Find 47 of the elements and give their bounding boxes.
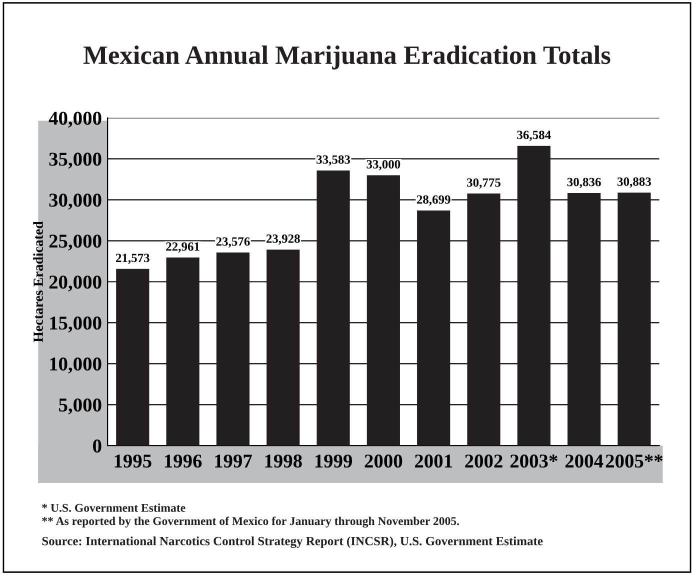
bar bbox=[568, 192, 601, 446]
data-label: 30,883 bbox=[618, 177, 651, 188]
source-note: Source: International Narcotics Control Strategy Report (INCSR), U.S. Government Estimate bbox=[42, 536, 543, 548]
text: * U.S. Government Estimate bbox=[42, 504, 186, 512]
y-tick-label: 25,000 bbox=[49, 234, 102, 251]
bar bbox=[517, 146, 550, 446]
x-tick-label: 1998 bbox=[265, 454, 302, 468]
x-tick-label: 2003* bbox=[510, 454, 558, 468]
y-tick-label: 20,000 bbox=[49, 276, 102, 292]
data-label: 33,583 bbox=[316, 155, 350, 166]
y-tick-label: 0 bbox=[93, 439, 102, 453]
x-tick-label: 2004 bbox=[565, 454, 604, 468]
text: ** As reported by the Government of Mexico for January through November 2005. bbox=[42, 516, 460, 528]
data-label: 30,836 bbox=[567, 178, 601, 188]
x-tick-label: 1996 bbox=[164, 454, 202, 468]
x-tick-label: 2001 bbox=[414, 454, 452, 468]
data-label: 33,000 bbox=[366, 160, 400, 170]
y-tick-label: 10,000 bbox=[50, 358, 102, 374]
data-label: 22,961 bbox=[166, 242, 200, 253]
x-tick-label: 1995 bbox=[114, 454, 152, 468]
bar bbox=[417, 210, 450, 446]
bar bbox=[266, 250, 300, 446]
data-label: 36,584 bbox=[517, 130, 551, 141]
data-label: 23,928 bbox=[266, 234, 300, 245]
x-tick-label: 1997 bbox=[215, 454, 252, 468]
data-label: 30,775 bbox=[467, 178, 500, 189]
data-label: 23,576 bbox=[216, 237, 250, 248]
x-tick-label: 1999 bbox=[315, 454, 352, 468]
bar bbox=[618, 192, 651, 446]
x-tick-label: 2005** bbox=[606, 454, 663, 468]
x-tick-label: 2002 bbox=[465, 454, 502, 468]
y-tick-label: 35,000 bbox=[49, 152, 102, 169]
bar bbox=[467, 193, 500, 446]
data-label: 21,573 bbox=[116, 254, 150, 264]
y-tick-label: 5,000 bbox=[59, 398, 102, 414]
y-tick-label: 40,000 bbox=[48, 112, 102, 128]
y-axis-title: Hectares Eradicated bbox=[33, 221, 43, 342]
bar bbox=[316, 170, 350, 446]
y-tick-label: 15,000 bbox=[50, 316, 102, 332]
bar bbox=[366, 175, 400, 446]
bar bbox=[116, 268, 150, 446]
x-tick-label: 2000 bbox=[364, 454, 402, 468]
y-tick-label: 30,000 bbox=[49, 194, 102, 210]
bar bbox=[216, 252, 250, 446]
bar bbox=[166, 257, 200, 446]
data-label: 28,699 bbox=[416, 195, 450, 206]
chart-title: Mexican Annual Marijuana Eradication Totals bbox=[84, 46, 610, 70]
